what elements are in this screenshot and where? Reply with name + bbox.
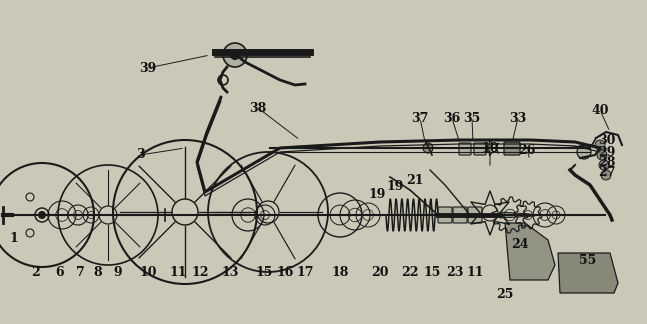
Circle shape: [423, 143, 433, 153]
Text: 10: 10: [139, 265, 157, 279]
Text: 13: 13: [221, 265, 239, 279]
FancyBboxPatch shape: [453, 207, 467, 223]
Text: 10: 10: [481, 142, 499, 155]
Text: 11: 11: [170, 265, 187, 279]
Circle shape: [223, 43, 247, 67]
Text: 26: 26: [518, 144, 536, 156]
FancyBboxPatch shape: [474, 143, 486, 155]
Circle shape: [38, 211, 46, 219]
FancyBboxPatch shape: [459, 143, 471, 155]
Text: 20: 20: [371, 265, 389, 279]
Text: 11: 11: [466, 265, 484, 279]
Text: 18: 18: [331, 265, 349, 279]
Text: 38: 38: [249, 101, 267, 114]
Polygon shape: [500, 212, 535, 218]
Text: 19: 19: [386, 180, 404, 193]
Text: 40: 40: [591, 103, 609, 117]
Text: 16: 16: [276, 265, 294, 279]
Text: 36: 36: [443, 111, 461, 124]
Text: 21: 21: [406, 173, 424, 187]
Text: 37: 37: [411, 111, 429, 124]
Text: 8: 8: [94, 265, 102, 279]
Text: 28: 28: [598, 156, 616, 168]
Text: 29: 29: [598, 145, 616, 158]
Circle shape: [599, 160, 609, 170]
Text: 6: 6: [56, 265, 64, 279]
Circle shape: [595, 140, 605, 150]
Text: 23: 23: [446, 265, 464, 279]
Text: 30: 30: [598, 133, 616, 146]
Text: 17: 17: [296, 265, 314, 279]
FancyBboxPatch shape: [504, 142, 520, 155]
FancyBboxPatch shape: [438, 207, 452, 223]
Text: 24: 24: [511, 238, 529, 251]
Text: 9: 9: [114, 265, 122, 279]
Circle shape: [601, 170, 611, 180]
Circle shape: [577, 145, 591, 159]
Polygon shape: [558, 253, 618, 293]
Polygon shape: [505, 223, 555, 280]
Text: 3: 3: [136, 148, 144, 161]
FancyBboxPatch shape: [468, 207, 482, 223]
Text: 7: 7: [76, 265, 84, 279]
Text: 25: 25: [496, 288, 514, 302]
Text: 33: 33: [509, 111, 527, 124]
Text: 35: 35: [463, 111, 481, 124]
Text: 15: 15: [423, 265, 441, 279]
Circle shape: [230, 50, 240, 60]
Text: 2: 2: [32, 265, 40, 279]
Text: 27: 27: [598, 166, 616, 179]
Text: 15: 15: [256, 265, 272, 279]
Circle shape: [597, 150, 607, 160]
Text: 12: 12: [192, 265, 209, 279]
Text: 39: 39: [139, 62, 157, 75]
Text: 19: 19: [368, 189, 386, 202]
Text: 55: 55: [579, 253, 597, 267]
Text: 22: 22: [401, 265, 419, 279]
Text: 1: 1: [10, 232, 18, 245]
